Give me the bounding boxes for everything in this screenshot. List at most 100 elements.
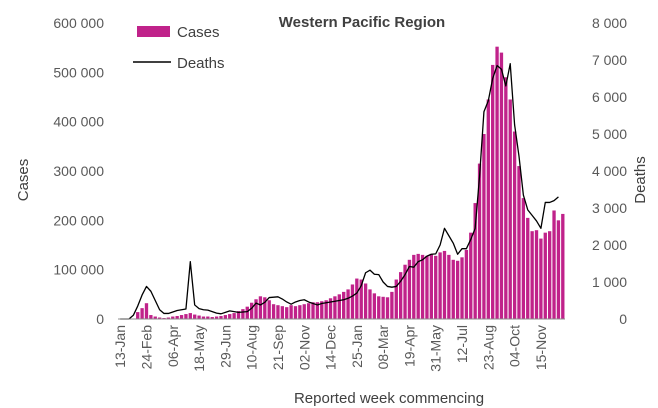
cases-bar <box>171 316 175 319</box>
cases-bar <box>416 253 420 319</box>
cases-bar <box>372 293 377 319</box>
x-tick-label: 25-Jan <box>349 325 365 368</box>
x-tick-label: 13-Jan <box>112 325 128 368</box>
right-axis-title: Deaths <box>632 156 649 204</box>
cases-bar <box>469 232 473 319</box>
cases-bar <box>293 306 298 319</box>
x-tick-label: 23-Aug <box>480 325 496 370</box>
left-y-tick-label: 0 <box>96 311 104 327</box>
cases-bar <box>342 291 346 319</box>
cases-bar <box>517 166 521 319</box>
cases-bar <box>451 259 455 319</box>
cases-bar <box>504 77 508 320</box>
x-tick-label: 10-Aug <box>244 325 260 370</box>
cases-bar <box>548 231 552 319</box>
x-tick-label: 14-Dec <box>323 325 339 370</box>
right-y-tick-label: 7 000 <box>592 52 627 68</box>
cases-bar <box>460 257 464 319</box>
cases-bar <box>166 317 171 319</box>
deaths-line <box>120 63 559 320</box>
cases-bar <box>232 313 236 319</box>
cases-bar <box>526 217 530 319</box>
cases-bar <box>381 296 385 319</box>
cases-bar <box>385 297 390 319</box>
cases-bar <box>214 316 219 319</box>
cases-bar <box>175 316 179 319</box>
cases-bar <box>320 301 324 319</box>
deaths-line-group <box>120 63 559 320</box>
cases-bar <box>477 163 482 319</box>
cases-bar <box>346 289 350 319</box>
cases-bar <box>399 272 403 319</box>
cases-bar <box>412 254 416 319</box>
cases-bar <box>228 314 232 319</box>
cases-bar <box>254 299 258 319</box>
cases-bar <box>552 210 556 319</box>
cases-bar <box>368 289 372 319</box>
cases-bar <box>499 52 504 319</box>
cases-bar <box>179 315 184 319</box>
left-y-tick-label: 400 000 <box>53 114 104 130</box>
cases-bar <box>359 279 363 319</box>
cases-bar <box>280 306 284 319</box>
cases-bar <box>407 259 412 319</box>
cases-bar <box>363 283 368 319</box>
legend: Cases Deaths <box>133 24 225 72</box>
left-y-tick-label: 500 000 <box>53 64 104 80</box>
cases-bar <box>455 260 460 319</box>
cases-bar <box>250 302 254 319</box>
cases-bar <box>149 315 153 319</box>
cases-bar <box>486 99 490 319</box>
cases-bar <box>521 198 526 319</box>
cases-bar <box>206 316 210 319</box>
cases-bar <box>298 305 302 319</box>
x-tick-label: 06-Apr <box>165 325 181 367</box>
x-tick-label: 21-Sep <box>270 325 286 370</box>
x-tick-label: 19-Apr <box>401 325 417 367</box>
right-y-tick-label: 1 000 <box>592 274 627 290</box>
cases-bar <box>285 307 289 319</box>
x-tick-label: 15-Nov <box>533 325 549 370</box>
legend-cases-swatch <box>137 26 170 37</box>
cases-bar <box>512 131 517 319</box>
cases-bar <box>153 316 157 319</box>
cases-bar <box>276 305 280 319</box>
x-tick-label: 02-Nov <box>296 325 312 370</box>
cases-bar <box>223 315 228 319</box>
cases-bar <box>377 296 381 319</box>
left-axis-title: Cases <box>15 159 32 202</box>
cases-bar <box>193 314 197 319</box>
cases-bar <box>561 213 565 319</box>
cases-bar <box>534 230 539 319</box>
left-y-tick-label: 600 000 <box>53 15 104 31</box>
cases-bar <box>324 300 328 319</box>
cases-bar <box>425 255 429 319</box>
right-y-tick-label: 0 <box>619 311 627 327</box>
cases-bar <box>144 303 149 319</box>
cases-bar <box>311 302 315 319</box>
cases-bar <box>530 231 534 319</box>
cases-bar <box>556 220 561 319</box>
right-y-tick-label: 8 000 <box>592 15 627 31</box>
right-y-tick-label: 6 000 <box>592 89 627 105</box>
x-tick-label: 12-Jul <box>454 325 470 363</box>
left-y-ticks: 0 100 000 200 000 300 000 400 000 500 000 600 … <box>53 15 104 327</box>
right-y-ticks: 0 1 000 2 000 3 000 4 000 5 000 6 000 7 000 8 00… <box>592 15 627 327</box>
right-y-tick-label: 3 000 <box>592 200 627 216</box>
x-tick-label: 29-Jun <box>217 325 233 368</box>
cases-bar <box>328 298 333 319</box>
cases-bar <box>482 134 486 319</box>
cases-bar <box>403 264 407 319</box>
cases-bar <box>350 284 355 319</box>
cases-bar <box>184 314 188 319</box>
cases-bar <box>429 253 433 319</box>
x-tick-label: 18-May <box>191 325 207 372</box>
legend-deaths-label: Deaths <box>177 55 225 72</box>
x-ticks: 13-Jan 24-Feb 06-Apr 18-May 29-Jun 10-Aug 21-S… <box>112 325 549 372</box>
cases-bar <box>302 304 306 319</box>
cases-bar <box>236 311 241 319</box>
cases-bar <box>219 316 223 319</box>
cases-bar <box>420 254 425 319</box>
legend-cases-label: Cases <box>177 24 220 41</box>
